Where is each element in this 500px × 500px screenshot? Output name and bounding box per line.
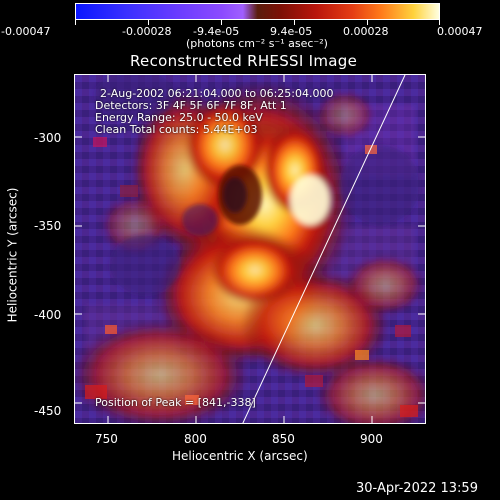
y-tick-label: -300 (34, 131, 62, 145)
rhessi-image (74, 74, 426, 424)
colorbar-ticks (75, 20, 440, 26)
rhessi-image-svg (75, 75, 425, 423)
y-tick-label: -450 (34, 404, 62, 418)
x-tick-label: 800 (184, 432, 207, 446)
annotation-time-range: 2-Aug-2002 06:21:04.000 to 06:25:04.000 (100, 87, 334, 100)
annotation-detectors: Detectors: 3F 4F 5F 6F 7F 8F, Att 1 (95, 99, 287, 112)
y-axis-label: Heliocentric Y (arcsec) (5, 187, 20, 323)
y-tick-label: -350 (34, 219, 62, 233)
colorbar-tick-label: -0.00028 (122, 25, 172, 38)
plot-axes (74, 74, 426, 424)
colorbar-tick-label: -9.4e-05 (193, 25, 240, 38)
colorbar-tick-label: 0.00028 (343, 25, 389, 38)
x-tick-label: 900 (360, 432, 383, 446)
plot-title: Reconstructed RHESSI Image (130, 52, 358, 70)
colorbar (75, 3, 440, 20)
x-axis-label: Heliocentric X (arcsec) (172, 449, 308, 463)
footer-timestamp: 30-Apr-2022 13:59 (356, 481, 478, 496)
x-tick-label: 850 (272, 432, 295, 446)
colorbar-tick-label: -0.00047 (1, 25, 51, 38)
colorbar-tick-label: 9.4e-05 (270, 25, 313, 38)
colorbar-tick-label: 0.00047 (437, 25, 483, 38)
annotation-energy: Energy Range: 25.0 - 50.0 keV (95, 111, 263, 124)
annotation-peak: Position of Peak = [841,-338] (95, 396, 256, 409)
annotation-clean: Clean Total counts: 5.44E+03 (95, 123, 258, 136)
y-tick-label: -400 (34, 308, 62, 322)
solar-limb-line (242, 75, 406, 423)
x-tick-label: 750 (95, 432, 118, 446)
colorbar-unit-label: (photons cm⁻² s⁻¹ asec⁻²) (186, 37, 328, 50)
